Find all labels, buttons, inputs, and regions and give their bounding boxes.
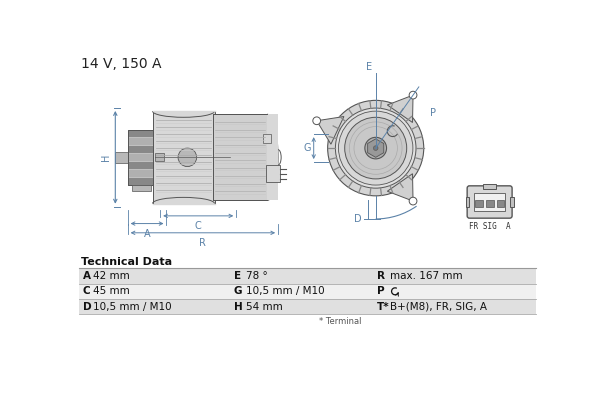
Text: 54 mm: 54 mm (245, 302, 282, 312)
Circle shape (409, 197, 417, 205)
Text: 14 V, 150 A: 14 V, 150 A (81, 57, 162, 71)
Circle shape (409, 91, 417, 99)
Text: D: D (354, 214, 362, 224)
Bar (128, 138, 154, 145)
Bar (79, 284, 536, 299)
Circle shape (373, 146, 378, 150)
Bar (128, 130, 155, 185)
Bar (128, 146, 154, 153)
Bar (213, 114, 267, 200)
Bar (474, 193, 505, 211)
Bar (128, 154, 154, 161)
FancyBboxPatch shape (467, 186, 512, 218)
Text: T*: T* (377, 302, 390, 312)
Text: 78 °: 78 ° (245, 271, 267, 281)
Text: C: C (83, 286, 91, 296)
Bar (510, 197, 514, 207)
Bar (263, 134, 271, 144)
Bar (131, 185, 151, 191)
Circle shape (313, 117, 320, 125)
Bar (128, 130, 154, 137)
Bar (79, 268, 536, 284)
Bar (115, 152, 128, 163)
Polygon shape (368, 139, 384, 157)
Text: D: D (83, 302, 91, 312)
Text: G: G (234, 286, 242, 296)
Text: 45 mm: 45 mm (93, 286, 130, 296)
Text: R: R (199, 238, 206, 248)
Bar (484, 184, 496, 189)
Bar (486, 200, 493, 207)
Bar (128, 162, 154, 169)
Text: 42 mm: 42 mm (93, 271, 130, 281)
Text: C: C (195, 221, 202, 231)
Polygon shape (388, 174, 413, 201)
Text: B+(M8), FR, SIG, A: B+(M8), FR, SIG, A (391, 302, 487, 312)
Bar (79, 299, 536, 314)
Text: R: R (377, 271, 385, 281)
Bar (128, 130, 155, 185)
Text: G: G (303, 143, 311, 153)
Text: E: E (367, 62, 373, 72)
Text: FR SIG  A: FR SIG A (469, 222, 511, 231)
Bar (155, 154, 164, 161)
Text: P: P (377, 286, 385, 296)
Text: P: P (430, 108, 436, 118)
Bar (152, 111, 215, 204)
Text: H: H (101, 154, 112, 161)
Text: Technical Data: Technical Data (81, 258, 172, 268)
Bar (267, 114, 278, 200)
Text: A: A (144, 229, 151, 239)
Circle shape (344, 117, 407, 179)
Circle shape (338, 111, 413, 185)
Circle shape (365, 137, 386, 159)
Text: H: H (234, 302, 242, 312)
Bar (266, 165, 280, 182)
Bar (128, 170, 154, 177)
Bar (475, 200, 482, 207)
Polygon shape (317, 116, 344, 144)
Text: A: A (83, 271, 91, 281)
Bar (466, 197, 469, 207)
Bar (497, 200, 505, 207)
Polygon shape (388, 95, 413, 122)
Circle shape (335, 108, 416, 188)
Text: * Terminal: * Terminal (319, 318, 362, 326)
Circle shape (328, 100, 424, 196)
Text: 10,5 mm / M10: 10,5 mm / M10 (245, 286, 324, 296)
Circle shape (178, 148, 197, 166)
Text: E: E (234, 271, 241, 281)
Text: 10,5 mm / M10: 10,5 mm / M10 (93, 302, 172, 312)
Bar (128, 178, 154, 185)
Text: max. 167 mm: max. 167 mm (391, 271, 463, 281)
